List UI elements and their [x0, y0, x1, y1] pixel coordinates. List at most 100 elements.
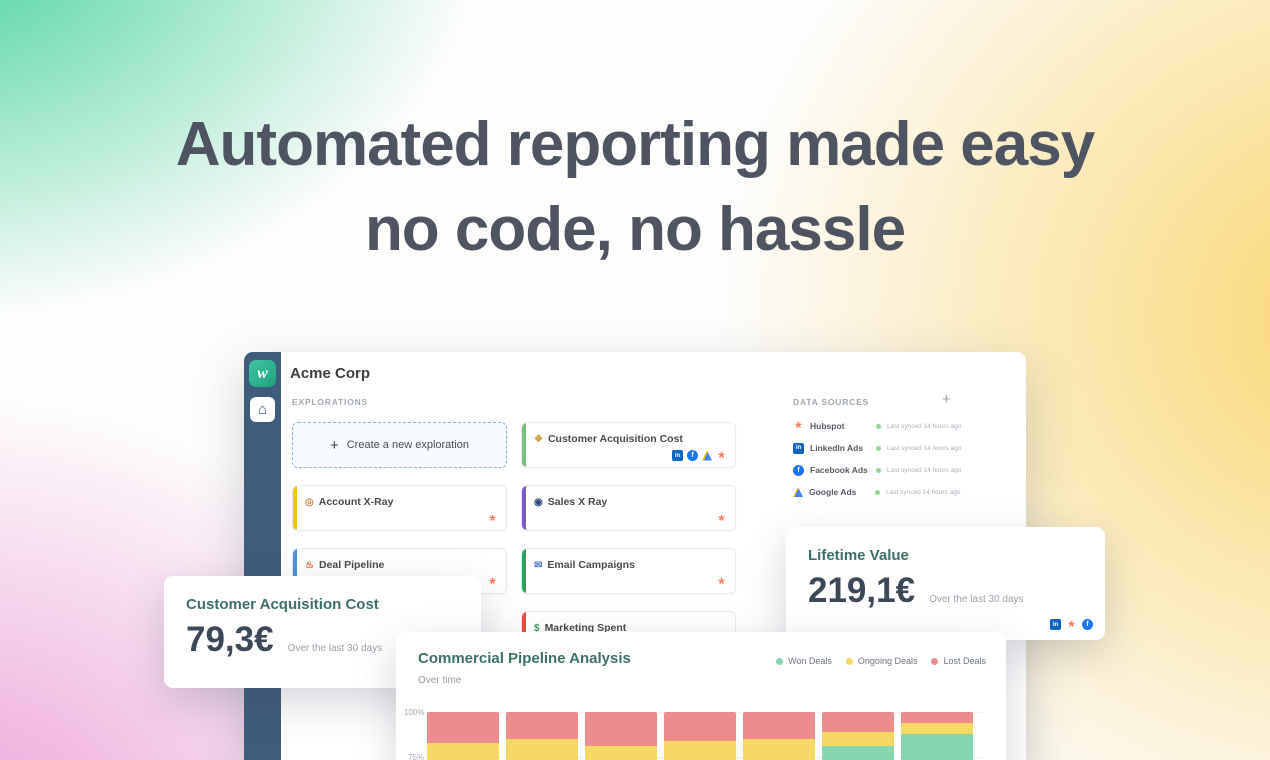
google-ads-icon: [793, 487, 803, 497]
explorations-section-label: EXPLORATIONS: [292, 397, 369, 407]
stacked-bar: [427, 712, 499, 760]
exploration-card-account-x-ray[interactable]: ◎ Account X-Ray *: [292, 485, 507, 531]
bar-segment: [664, 712, 736, 741]
sync-status-dot: [875, 489, 880, 495]
facebook-icon: f: [687, 450, 698, 461]
bar-segment: [427, 712, 499, 743]
kpi-period: Over the last 30 days: [287, 643, 383, 654]
headline-line-1: Automated reporting made easy: [175, 110, 1095, 179]
sync-status-text: Last synced 14 hours ago: [887, 444, 962, 452]
stacked-bar: [901, 712, 973, 760]
card-title: Email Campaigns: [547, 559, 635, 571]
bar-segment: [506, 739, 578, 760]
flame-icon: ♨: [305, 559, 314, 571]
y-axis-tick-75: 75%: [408, 753, 425, 760]
card-source-icons: *: [487, 513, 498, 529]
bar-segment: [901, 722, 973, 734]
card-source-icons: in f *: [672, 450, 727, 466]
legend-label: Ongoing Deals: [857, 656, 918, 666]
data-source-name: Hubspot: [810, 421, 845, 431]
bar-segment: [427, 742, 499, 760]
bar-segment: [743, 712, 815, 739]
stacked-bar: [506, 712, 578, 760]
home-icon: ⌂: [257, 401, 268, 418]
headline-line-2: no code, no hassle: [364, 195, 906, 264]
card-accent-bar: [293, 486, 297, 530]
bar-segment: [585, 712, 657, 747]
stacked-bar-chart: [427, 712, 973, 760]
bar-segment: [901, 712, 973, 723]
kpi-period: Over the last 30 days: [929, 594, 1024, 605]
exploration-card-sales-x-ray[interactable]: ◉ Sales X Ray *: [521, 485, 736, 531]
plus-icon: +: [329, 436, 339, 454]
stacked-bar: [822, 712, 894, 760]
kpi-value: 219,1€: [808, 571, 916, 610]
sync-status-text: Last synced 14 hours ago: [887, 466, 962, 474]
bar-segment: [822, 731, 894, 747]
card-accent-bar: [293, 549, 297, 593]
kpi-source-icons: in * f: [1050, 619, 1093, 635]
hubspot-icon: *: [718, 512, 725, 530]
kpi-value: 79,3€: [186, 620, 274, 659]
data-source-row-facebook-ads[interactable]: f Facebook Ads Last synced 14 hours ago: [793, 459, 1033, 481]
google-ads-icon: [702, 450, 712, 461]
legend-item-ongoing-deals: Ongoing Deals: [845, 656, 918, 666]
bar-segment: [585, 746, 657, 760]
xray-icon: ◎: [305, 496, 314, 508]
stacked-bar: [664, 712, 736, 760]
card-accent-bar: [522, 549, 526, 593]
add-data-source-button[interactable]: +: [942, 391, 951, 408]
card-title: Account X-Ray: [318, 496, 394, 508]
hero-headline: Automated reporting made easy no code, n…: [0, 102, 1270, 272]
whaly-logo[interactable]: w: [249, 360, 276, 387]
y-axis-tick-100: 100%: [404, 708, 425, 717]
stacked-bar: [743, 712, 815, 760]
hubspot-icon: *: [489, 575, 496, 593]
legend-dot: [845, 657, 853, 665]
home-button[interactable]: ⌂: [250, 397, 275, 422]
linkedin-icon: in: [793, 442, 804, 454]
linkedin-icon: in: [1050, 619, 1061, 630]
exploration-card-email-campaigns[interactable]: ✉ Email Campaigns *: [521, 548, 736, 594]
create-exploration-label: Create a new exploration: [346, 439, 470, 451]
money-icon: $: [534, 622, 540, 634]
bar-segment: [664, 740, 736, 760]
bar-segment: [822, 712, 894, 732]
legend-item-lost-deals: Lost Deals: [931, 656, 986, 666]
kpi-title: Lifetime Value: [808, 547, 909, 564]
kpi-title: Customer Acquisition Cost: [186, 596, 379, 613]
legend-dot: [931, 657, 939, 665]
card-source-icons: *: [716, 575, 727, 593]
sync-status-dot: [876, 445, 881, 451]
legend-label: Lost Deals: [943, 656, 986, 666]
bar-segment: [506, 712, 578, 739]
legend-item-won-deals: Won Deals: [776, 656, 832, 666]
data-source-row-hubspot[interactable]: * Hubspot Last synced 14 hours ago: [793, 415, 1033, 437]
card-title: Sales X Ray: [547, 496, 608, 508]
data-source-name: LinkedIn Ads: [810, 443, 864, 453]
create-exploration-button[interactable]: + Create a new exploration: [292, 422, 507, 468]
sync-status-dot: [876, 423, 881, 429]
bar-segment: [822, 746, 894, 760]
hubspot-icon: *: [718, 575, 725, 593]
hubspot-icon: *: [795, 420, 802, 437]
facebook-icon: f: [1082, 619, 1093, 630]
data-source-row-linkedin-ads[interactable]: in LinkedIn Ads Last synced 14 hours ago: [793, 437, 1033, 459]
data-sources-section-label: DATA SOURCES: [793, 397, 870, 407]
data-source-name: Google Ads: [809, 487, 857, 497]
stacked-bar: [585, 712, 657, 760]
sync-status-dot: [876, 467, 881, 473]
card-title: Marketing Spent: [544, 622, 627, 634]
workspace-title: Acme Corp: [290, 365, 371, 382]
card-source-icons: *: [487, 575, 498, 593]
exploration-card-customer-acquisition-cost[interactable]: ❖ Customer Acquisition Cost in f *: [521, 422, 736, 468]
data-source-row-google-ads[interactable]: Google Ads Last synced 14 hours ago: [793, 481, 1033, 503]
chart-legend: Won Deals Ongoing Deals Lost Deals: [776, 656, 986, 666]
data-source-name: Facebook Ads: [810, 465, 868, 475]
money-wings-icon: ❖: [534, 433, 543, 445]
card-accent-bar: [522, 423, 526, 467]
email-icon: ✉: [534, 559, 543, 571]
pipeline-subtitle: Over time: [418, 675, 462, 686]
bar-segment: [743, 739, 815, 760]
